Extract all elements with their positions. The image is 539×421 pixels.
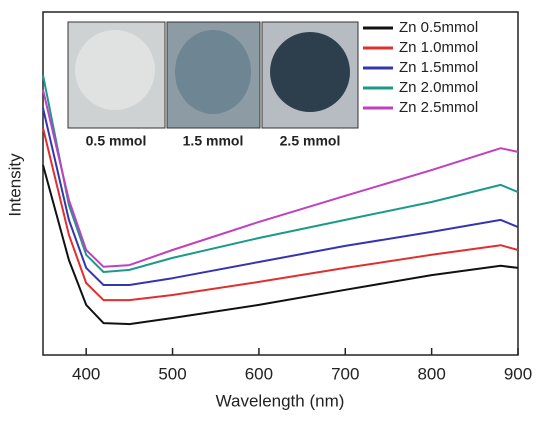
inset-label: 2.5 mmol [280,133,341,149]
inset-photos [68,22,358,128]
x-tick-label: 900 [504,364,532,383]
chart: Wavelength (nm) Intensity 400 500 600 700 80… [0,0,539,416]
legend-label: Zn 1.0mmol [399,39,478,56]
legend-label: Zn 2.5mmol [399,99,478,116]
x-axis-label: Wavelength (nm) [216,391,345,410]
inset-label: 0.5 mmol [86,133,147,149]
legend-label: Zn 1.5mmol [399,59,478,76]
x-tick-label: 800 [417,364,445,383]
legend-label: Zn 0.5mmol [399,19,478,36]
legend-label: Zn 2.0mmol [399,79,478,96]
powder [175,30,251,114]
x-tick-label: 500 [158,364,186,383]
powder [75,30,155,110]
x-tick-label: 600 [245,364,273,383]
x-tick-label: 700 [331,364,359,383]
powder [270,32,350,112]
page: {"chart_data": {"type": "line", "x_label… [0,0,539,416]
data-line [43,128,518,300]
y-axis-label: Intensity [5,153,24,217]
x-tick-label: 400 [72,364,100,383]
inset-label: 1.5 mmol [183,133,244,149]
